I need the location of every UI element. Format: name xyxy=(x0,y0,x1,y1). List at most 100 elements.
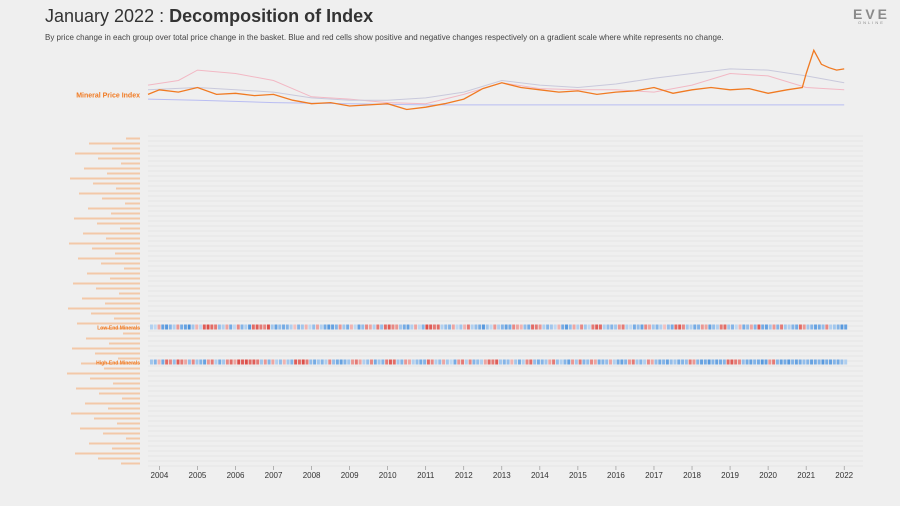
heatmap-cell xyxy=(327,324,331,330)
heatmap-cell xyxy=(395,324,399,330)
heatmap-cell xyxy=(286,359,290,365)
heatmap-cell xyxy=(669,359,673,365)
heatmap-cell xyxy=(252,359,256,365)
x-tick-label: 2008 xyxy=(303,471,321,480)
heatmap-cell xyxy=(648,324,651,330)
heatmap-cell xyxy=(221,324,225,330)
heatmap-cell xyxy=(775,359,779,365)
faint-group-label xyxy=(98,457,140,460)
heatmap-cell xyxy=(582,359,586,365)
heatmap-cell xyxy=(711,359,715,365)
heatmap-cell xyxy=(191,324,195,330)
heatmap-cell xyxy=(836,324,840,330)
heatmap-cell xyxy=(423,359,427,365)
faint-group-label xyxy=(85,402,140,405)
faint-group-label xyxy=(68,307,140,310)
heatmap-cell xyxy=(161,324,165,330)
heatmap-cell xyxy=(527,324,531,330)
heatmap-cell xyxy=(746,324,750,330)
faint-group-label xyxy=(123,332,140,335)
heatmap-cell xyxy=(434,359,438,365)
heatmap-cell xyxy=(712,324,716,330)
heatmap-cell xyxy=(338,324,342,330)
x-tick-label: 2020 xyxy=(759,471,777,480)
heatmap-cell xyxy=(432,324,436,330)
heatmap-cell xyxy=(768,359,772,365)
heatmap-cell xyxy=(297,324,301,330)
heatmap-cell xyxy=(655,324,659,330)
x-tick-label: 2014 xyxy=(531,471,549,480)
heatmap-cell xyxy=(814,324,817,330)
heatmap-cell xyxy=(402,324,406,330)
faint-group-label xyxy=(119,292,140,295)
page-title: January 2022 : Decomposition of Index xyxy=(45,6,373,27)
x-tick-label: 2004 xyxy=(151,471,169,480)
faint-group-label xyxy=(120,227,140,230)
heatmap-cell xyxy=(761,324,765,330)
heatmap-cell xyxy=(745,359,749,365)
faint-group-label xyxy=(78,257,140,260)
x-tick-label: 2011 xyxy=(417,471,435,480)
heatmap-cell xyxy=(244,324,248,330)
heatmap-cell xyxy=(150,359,153,365)
heatmap-cell xyxy=(772,359,776,365)
heatmap-cell xyxy=(536,359,540,365)
heatmap-cell xyxy=(442,359,446,365)
faint-group-label xyxy=(103,432,140,435)
heatmap-cell xyxy=(741,359,745,365)
faint-group-label xyxy=(72,347,140,350)
heatmap-cell xyxy=(483,359,487,365)
heatmap-cell xyxy=(377,359,381,365)
heatmap-cell xyxy=(225,324,229,330)
heatmap-cell xyxy=(795,324,799,330)
faint-group-label xyxy=(79,192,140,195)
x-tick-label: 2016 xyxy=(607,471,625,480)
heatmap-cell xyxy=(601,359,605,365)
faint-group-label xyxy=(83,232,140,235)
heatmap-cell xyxy=(583,324,587,330)
heatmap-cell xyxy=(776,324,780,330)
heatmap-cell xyxy=(602,324,606,330)
heatmap-cell xyxy=(365,324,368,330)
heatmap-cell xyxy=(218,359,222,365)
heatmap-cell xyxy=(248,324,252,330)
heatmap-cell xyxy=(734,359,738,365)
heatmap-cell xyxy=(304,324,308,330)
heatmap-cell xyxy=(825,359,829,365)
x-tick-label: 2007 xyxy=(265,471,283,480)
heatmap-cell xyxy=(798,359,802,365)
faint-group-label xyxy=(70,177,140,180)
heatmap-cell xyxy=(614,324,618,330)
faint-group-label xyxy=(121,162,140,165)
index-line xyxy=(147,48,845,111)
heatmap-cell xyxy=(459,324,463,330)
heatmap-cell xyxy=(165,324,169,330)
heatmap-cell xyxy=(636,324,640,330)
heatmap-cell xyxy=(206,324,210,330)
heatmap-cell xyxy=(347,359,351,365)
logo-subtext: ONLINE xyxy=(858,20,885,25)
heatmap-cell xyxy=(282,324,285,330)
heatmap-cell xyxy=(510,359,514,365)
faint-group-label xyxy=(104,367,140,370)
faint-group-label xyxy=(87,272,140,275)
heatmap-cell xyxy=(339,359,343,365)
context-series-line xyxy=(147,68,845,101)
heatmap-cell xyxy=(451,324,455,330)
heatmap-cell xyxy=(612,359,616,365)
faint-group-label xyxy=(111,212,140,215)
heatmap-cell xyxy=(260,359,263,365)
heatmap-cell xyxy=(504,324,508,330)
heatmap-cell xyxy=(844,359,848,365)
heatmap-cell xyxy=(184,359,188,365)
faint-group-label xyxy=(76,387,140,390)
heatmap-cell xyxy=(502,359,506,365)
heatmap-cell xyxy=(312,324,316,330)
heatmap-cell xyxy=(768,324,772,330)
heatmap-cell xyxy=(760,359,764,365)
heatmap-cell xyxy=(644,324,648,330)
x-tick-label: 2013 xyxy=(493,471,511,480)
heatmap-cell xyxy=(546,324,550,330)
heatmap-cell xyxy=(278,359,282,365)
heatmap-cell xyxy=(529,359,533,365)
